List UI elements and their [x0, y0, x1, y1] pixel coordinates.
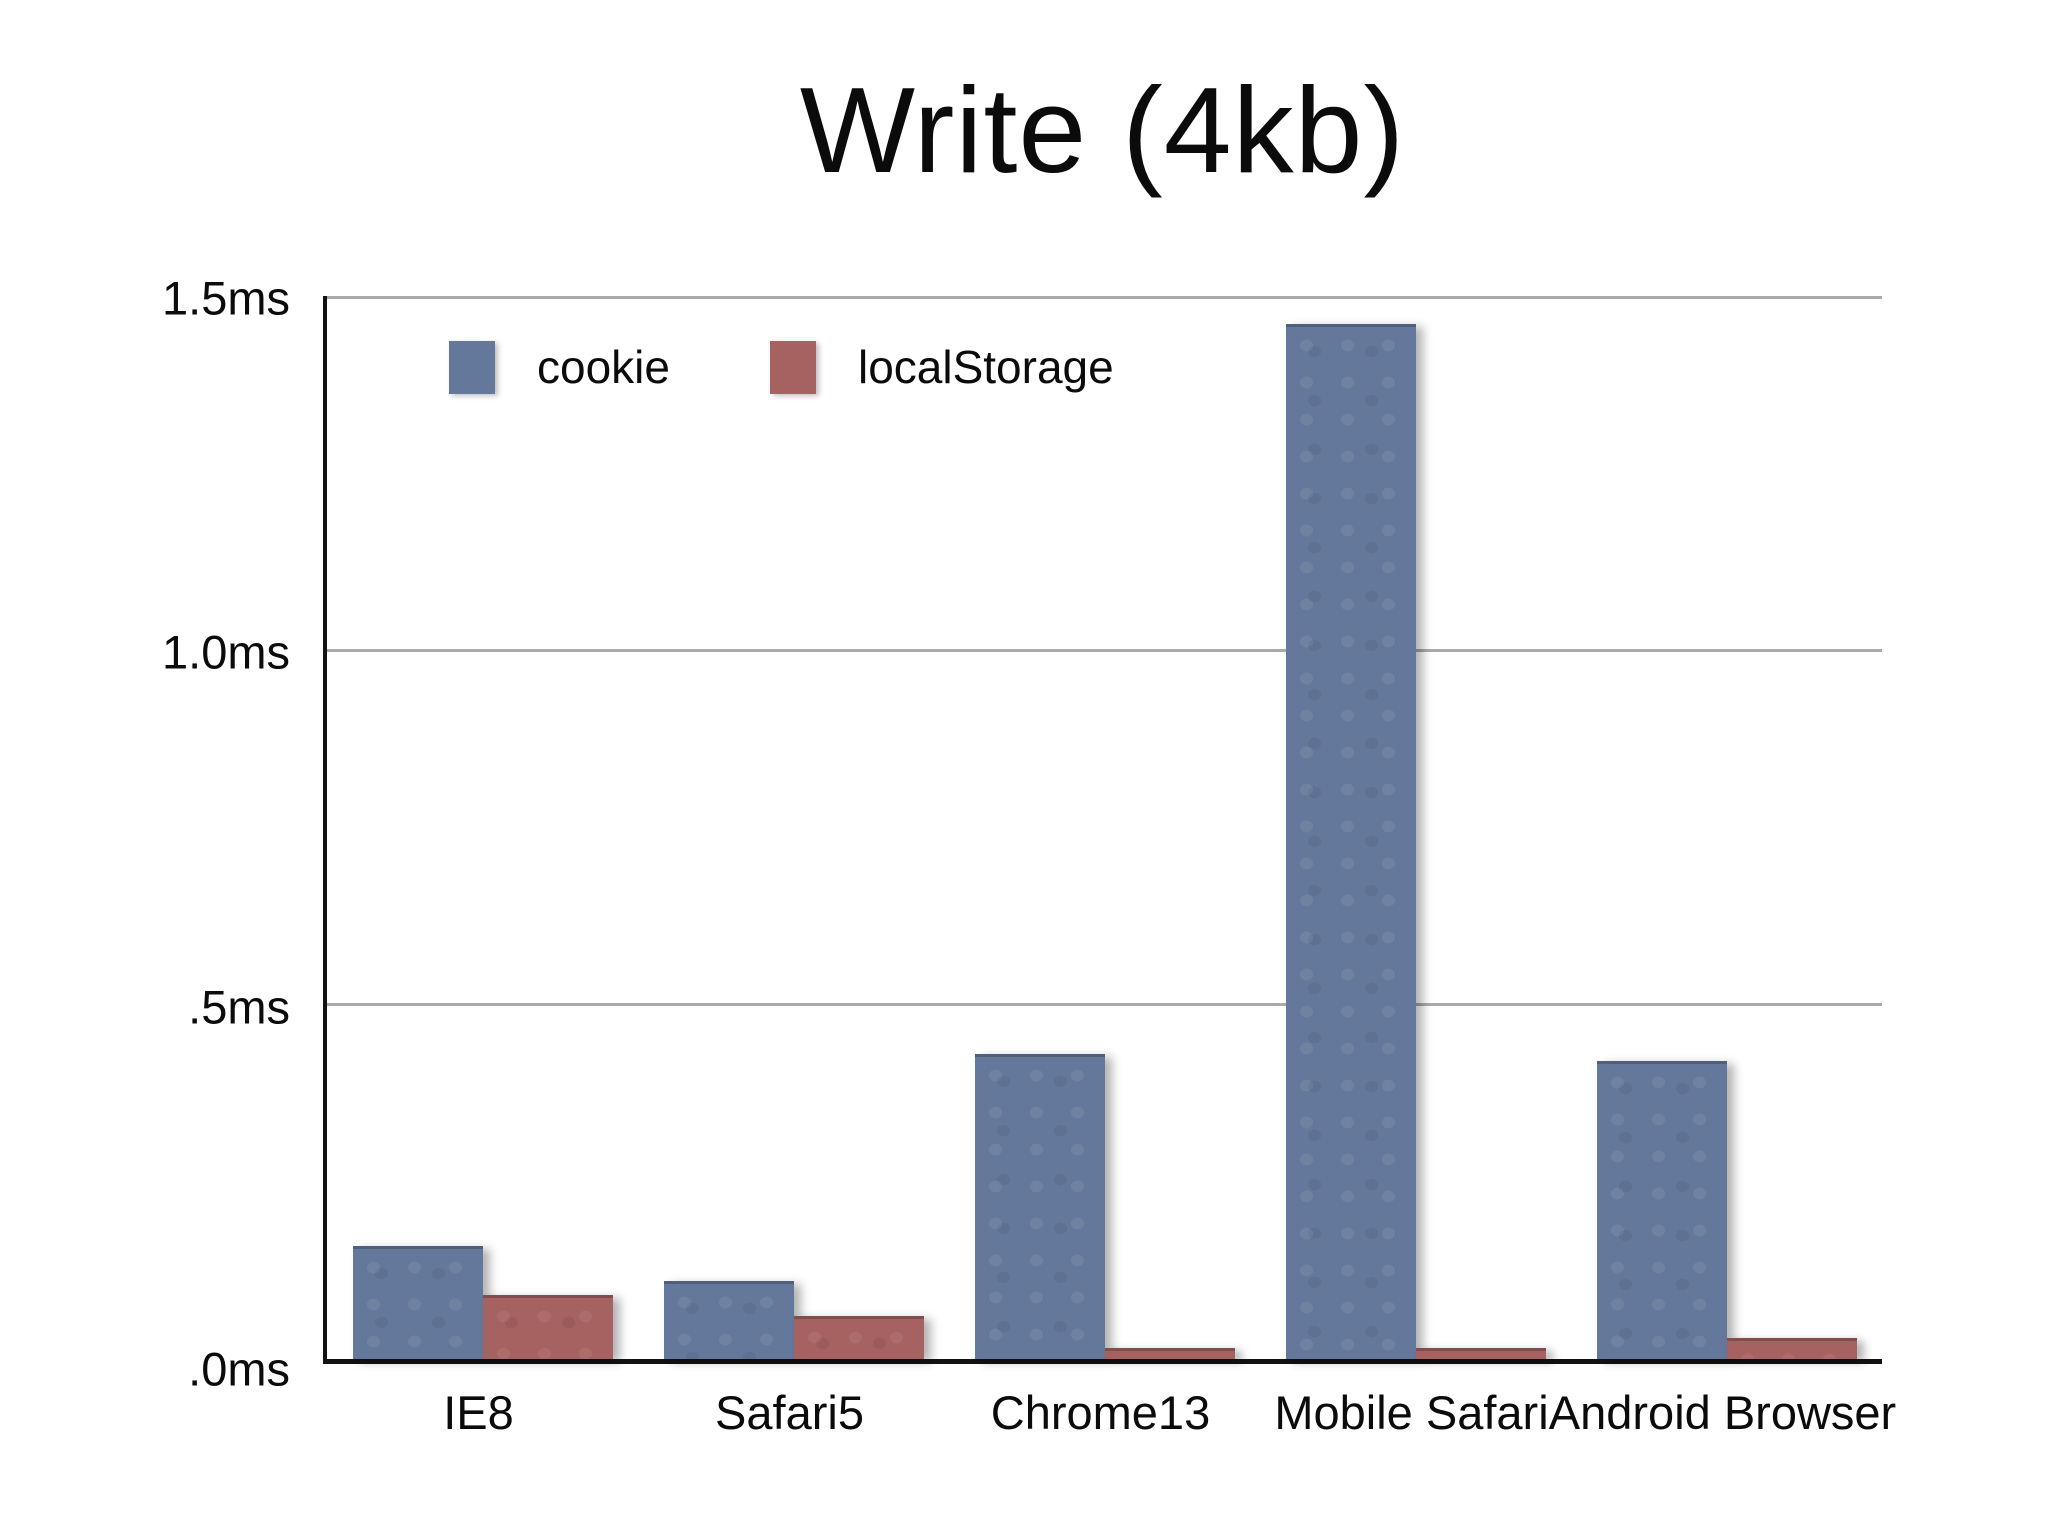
gridline-15ms — [327, 296, 1882, 299]
legend-item-localstorage: localStorage — [769, 340, 1114, 394]
bar-localstorage-mobile-safari — [1415, 1348, 1546, 1359]
bar-localstorage-ie8 — [482, 1295, 613, 1359]
bar-cookie-android-browser — [1596, 1061, 1727, 1359]
bar-cookie-mobile-safari — [1285, 324, 1416, 1359]
bar-cookie-chrome13 — [974, 1054, 1105, 1359]
y-axis-tick-label: .0ms — [188, 1342, 290, 1396]
bar-localstorage-android-browser — [1726, 1337, 1857, 1359]
chart-title: Write (4kb) — [799, 62, 1406, 198]
bar-localstorage-safari5 — [793, 1316, 924, 1359]
gridline-10ms — [327, 648, 1882, 652]
y-axis-tick-label: .5ms — [188, 980, 290, 1034]
bar-cookie-ie8 — [352, 1245, 483, 1359]
x-axis-label-safari5: Safari5 — [715, 1386, 864, 1439]
legend-item-cookie: cookie — [449, 340, 670, 394]
localstorage-swatch-icon — [769, 340, 816, 394]
bar-cookie-safari5 — [663, 1281, 794, 1359]
y-axis-tick-label: 1.5ms — [162, 271, 290, 325]
legend: cookie localStorage — [449, 340, 1114, 394]
legend-label-localstorage: localStorage — [857, 341, 1114, 393]
legend-label-cookie: cookie — [537, 341, 670, 393]
y-axis-tick-label: 1.0ms — [162, 625, 290, 679]
plot-area — [323, 296, 1882, 1364]
gridline-5ms — [327, 1003, 1882, 1007]
cookie-swatch-icon — [449, 340, 495, 394]
x-axis-label-chrome13: Chrome13 — [990, 1386, 1211, 1439]
bar-localstorage-chrome13 — [1104, 1348, 1235, 1359]
x-axis-label-ie8: IE8 — [443, 1386, 514, 1439]
x-axis-label-android-browser: Android Browser — [1548, 1386, 1897, 1439]
x-axis-label-mobile-safari: Mobile Safari — [1274, 1386, 1549, 1439]
